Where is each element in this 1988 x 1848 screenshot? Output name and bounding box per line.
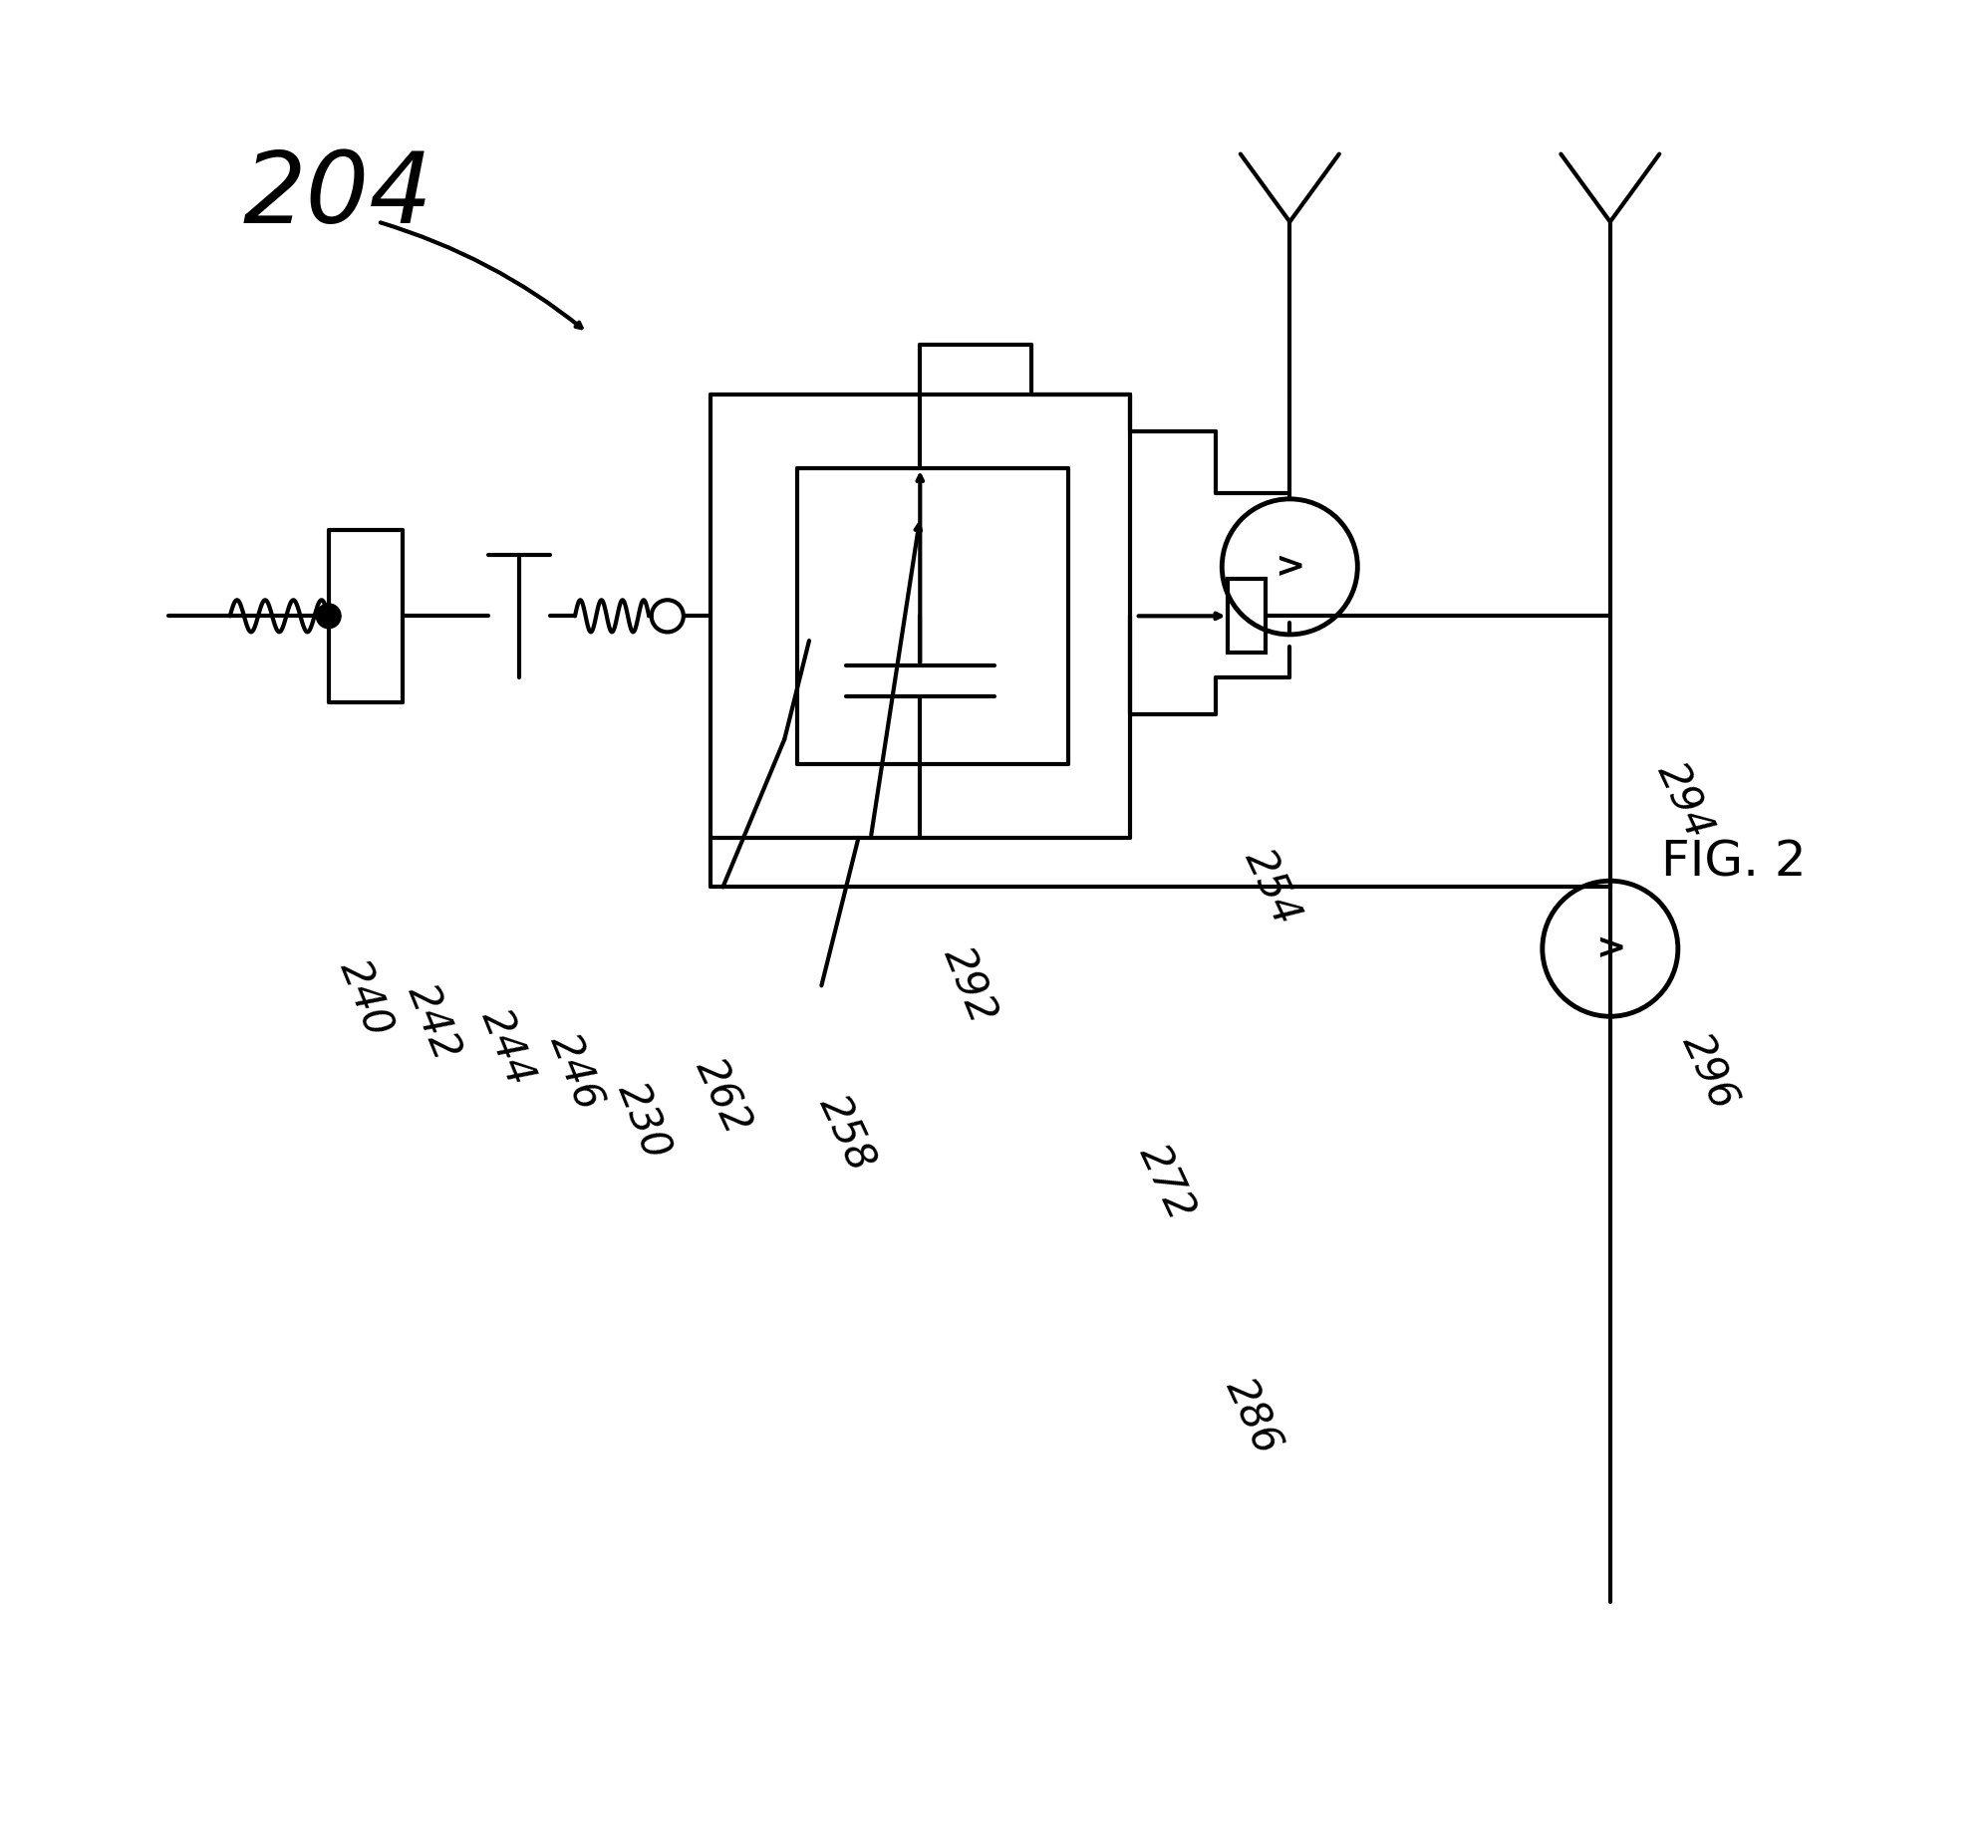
Text: >: > (1274, 551, 1304, 584)
Text: 258: 258 (811, 1088, 883, 1179)
Text: 294: 294 (1648, 756, 1720, 846)
Text: 242: 242 (400, 978, 467, 1066)
Text: 296: 296 (1674, 1027, 1743, 1116)
Bar (1229, 578, 1264, 652)
Text: 286: 286 (1217, 1371, 1288, 1462)
Text: 254: 254 (1237, 843, 1306, 931)
Text: 240: 240 (332, 954, 400, 1042)
Text: 262: 262 (688, 1052, 759, 1142)
Text: 204: 204 (243, 148, 433, 244)
Text: 244: 244 (473, 1003, 541, 1092)
Text: 292: 292 (934, 941, 1004, 1029)
Text: >: > (1594, 931, 1626, 965)
Text: FIG. 2: FIG. 2 (1660, 839, 1805, 887)
Circle shape (316, 604, 340, 628)
Text: 230: 230 (608, 1077, 678, 1166)
Text: 272: 272 (1131, 1138, 1203, 1227)
Text: 246: 246 (541, 1027, 608, 1116)
